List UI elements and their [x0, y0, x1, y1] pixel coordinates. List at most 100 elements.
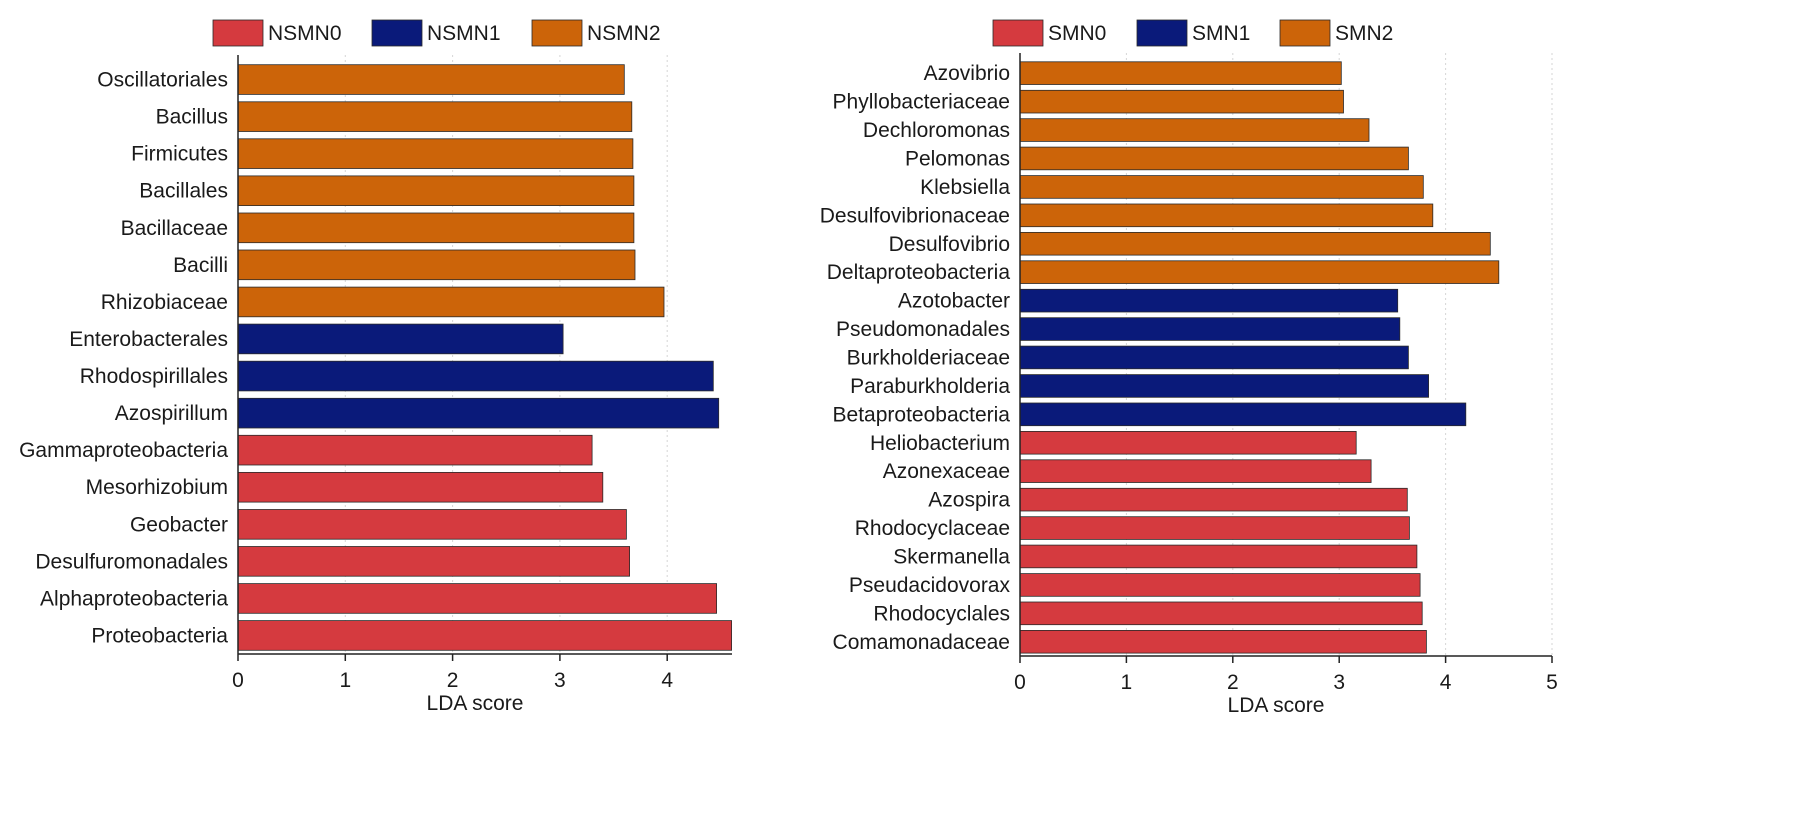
bar-azospirillum	[237, 397, 720, 429]
nsmn-lda-chart: Oscillatoriales Bacillus Firmicutes Bacilla…	[19, 19, 733, 715]
category-label-comamonadaceae: Comamonadaceae	[833, 631, 1010, 654]
legend-swatch-smn2	[1279, 19, 1331, 47]
bar-rhizobiaceae	[237, 286, 665, 318]
bar-burkholderiaceae	[1019, 345, 1409, 370]
legend-label-nsmn2: NSMN2	[587, 22, 661, 45]
category-label-azospira: Azospira	[928, 489, 1010, 512]
legend-label-smn1: SMN1	[1192, 22, 1250, 45]
bar-proteobacteria	[237, 620, 733, 651]
bar-mesorhizobium	[237, 471, 604, 503]
bar-comamonadaceae	[1019, 630, 1427, 654]
category-label-bacillus: Bacillus	[156, 106, 228, 129]
category-label-betaproteobacteria: Betaproteobacteria	[833, 403, 1011, 426]
bar-deltaproteobacteria	[1019, 260, 1500, 284]
bar-desulfovibrio	[1019, 231, 1491, 256]
x-tick-label-2: 2	[1227, 671, 1239, 694]
bar-bacillales	[237, 175, 635, 206]
category-label-bacillales: Bacillales	[139, 180, 228, 203]
x-tick-label-3: 3	[554, 669, 566, 692]
category-label-pseudacidovorax: Pseudacidovorax	[849, 574, 1011, 597]
category-label-dechloromonas: Dechloromonas	[863, 119, 1010, 142]
x-tick-label-0: 0	[1014, 671, 1026, 694]
bar-azonexaceae	[1019, 459, 1372, 483]
x-tick-label-2: 2	[447, 669, 459, 692]
x-tick-label-1: 1	[1121, 671, 1133, 694]
category-label-desulfovibrionaceae: Desulfovibrionaceae	[820, 204, 1010, 227]
bar-gammaproteobacteria	[237, 434, 593, 466]
category-label-rhodocyclales: Rhodocyclales	[873, 602, 1010, 625]
category-label-azonexaceae: Azonexaceae	[883, 460, 1010, 483]
bar-bacillaceae	[237, 212, 635, 244]
x-tick-label-4: 4	[1440, 671, 1452, 694]
category-label-azotobacter: Azotobacter	[898, 290, 1010, 313]
bar-enterobacterales	[237, 323, 564, 355]
category-label-bacilli: Bacilli	[173, 254, 228, 277]
bar-heliobacterium	[1019, 430, 1357, 455]
x-tick-label-4: 4	[661, 669, 673, 692]
bar-geobacter	[237, 509, 627, 540]
bar-betaproteobacteria	[1019, 402, 1467, 427]
bar-dechloromonas	[1019, 118, 1370, 142]
category-label-heliobacterium: Heliobacterium	[870, 432, 1010, 455]
category-label-pelomonas: Pelomonas	[905, 148, 1010, 171]
category-label-pseudomonadales: Pseudomonadales	[836, 318, 1010, 341]
category-label-firmicutes: Firmicutes	[131, 143, 228, 166]
legend-swatch-nsmn2	[531, 19, 583, 47]
smn-lda-chart: Azovibrio Phyllobacteriaceae Dechloromonas…	[820, 19, 1558, 717]
bar-rhodocyclaceae	[1019, 516, 1410, 540]
category-label-azospirillum: Azospirillum	[115, 402, 228, 425]
category-label-klebsiella: Klebsiella	[920, 176, 1010, 199]
category-label-paraburkholderia: Paraburkholderia	[850, 375, 1010, 398]
x-tick-label-0: 0	[232, 669, 244, 692]
legend-swatch-smn1	[1136, 19, 1188, 47]
x-tick-label-1: 1	[339, 669, 351, 692]
bar-azospira	[1019, 487, 1408, 512]
legend-label-smn2: SMN2	[1335, 22, 1393, 45]
bar-firmicutes	[237, 138, 634, 169]
category-label-rhodocyclaceae: Rhodocyclaceae	[855, 517, 1010, 540]
category-label-rhizobiaceae: Rhizobiaceae	[101, 291, 228, 314]
bar-skermanella	[1019, 544, 1418, 569]
bar-pseudomonadales	[1019, 317, 1401, 341]
x-axis-title: LDA score	[427, 692, 524, 715]
legend-swatch-nsmn0	[212, 19, 264, 47]
category-label-desulfuromonadales: Desulfuromonadales	[35, 550, 228, 573]
legend-swatch-smn0	[992, 19, 1044, 47]
category-label-proteobacteria: Proteobacteria	[91, 624, 228, 647]
category-label-enterobacterales: Enterobacterales	[69, 328, 228, 351]
bar-pseudacidovorax	[1019, 573, 1421, 597]
bar-alphaproteobacteria	[237, 583, 718, 614]
bar-rhodocyclales	[1019, 601, 1423, 626]
bar-azovibrio	[1019, 61, 1342, 85]
bar-klebsiella	[1019, 175, 1424, 199]
bar-oscillatoriales	[237, 64, 625, 95]
bar-desulfovibrionaceae	[1019, 203, 1434, 228]
category-label-oscillatoriales: Oscillatoriales	[97, 69, 228, 92]
category-label-desulfovibrio: Desulfovibrio	[889, 233, 1010, 256]
bar-bacilli	[237, 249, 636, 281]
category-label-mesorhizobium: Mesorhizobium	[86, 476, 228, 499]
legend-label-nsmn1: NSMN1	[427, 22, 501, 45]
category-label-burkholderiaceae: Burkholderiaceae	[847, 347, 1010, 370]
bar-pelomonas	[1019, 146, 1409, 171]
bar-paraburkholderia	[1019, 374, 1430, 398]
category-label-azovibrio: Azovibrio	[924, 62, 1010, 85]
x-tick-label-3: 3	[1333, 671, 1345, 694]
bar-phyllobacteriaceae	[1019, 89, 1344, 114]
legend-label-nsmn0: NSMN0	[268, 22, 342, 45]
category-label-bacillaceae: Bacillaceae	[121, 217, 228, 240]
bar-bacillus	[237, 101, 633, 132]
x-tick-label-5: 5	[1546, 671, 1558, 694]
bar-rhodospirillales	[237, 360, 714, 392]
category-label-skermanella: Skermanella	[893, 546, 1010, 569]
category-label-phyllobacteriaceae: Phyllobacteriaceae	[833, 91, 1010, 114]
legend-swatch-nsmn1	[371, 19, 423, 47]
category-label-geobacter: Geobacter	[130, 513, 228, 536]
category-label-deltaproteobacteria: Deltaproteobacteria	[827, 261, 1011, 284]
bar-desulfuromonadales	[237, 546, 631, 577]
category-label-rhodospirillales: Rhodospirillales	[80, 365, 228, 388]
bar-azotobacter	[1019, 288, 1399, 313]
x-axis-title: LDA score	[1228, 694, 1325, 717]
legend-label-smn0: SMN0	[1048, 22, 1106, 45]
